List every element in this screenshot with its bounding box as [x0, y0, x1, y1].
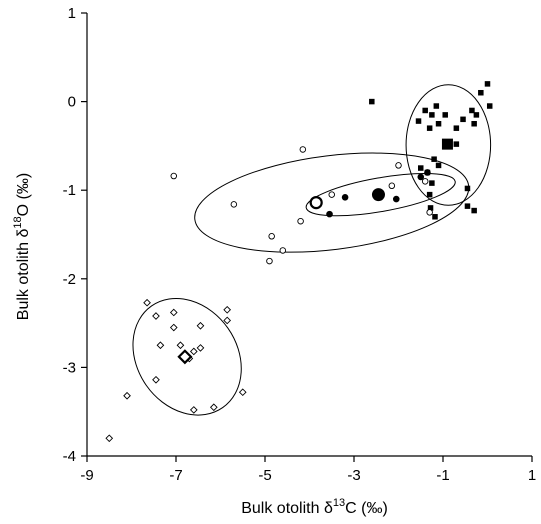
confidence-ellipses [132, 84, 492, 416]
open-circle-marker [328, 191, 336, 198]
y-axis-title: Bulk otolith δ18O (‰) [12, 173, 32, 320]
filled-circle-marker [326, 210, 333, 218]
mean-open-circle-marker [309, 196, 323, 210]
x-tick-label: -7 [169, 467, 182, 484]
filled-square-marker [426, 125, 433, 131]
open-circle-marker [170, 172, 178, 180]
filled-square-marker [433, 103, 440, 109]
filled-circle-marker [392, 195, 400, 203]
filled-circle-ellipse [305, 172, 456, 217]
open-diamond-marker [196, 321, 205, 330]
filled-circle-marker [417, 173, 425, 181]
filled-square-marker [473, 112, 480, 118]
x-axis-title: Bulk otolith δ13C (‰) [241, 497, 388, 517]
open-diamond-marker [238, 388, 247, 397]
filled-square-marker [464, 203, 471, 209]
filled-square-marker [453, 125, 460, 131]
open-circle-marker [266, 257, 273, 265]
open-circle-marker [421, 178, 429, 185]
x-tick-label: 1 [528, 467, 536, 484]
filled-square-ellipse [405, 84, 492, 206]
open-diamond-marker [223, 305, 232, 314]
open-diamond-marker [143, 298, 151, 307]
open-circle-marker [388, 182, 396, 190]
filled-square-marker [431, 156, 437, 162]
filled-circle-marker [424, 169, 431, 176]
filled-square-marker [369, 98, 375, 105]
open-diamond-marker [223, 316, 232, 325]
open-diamond-marker [189, 347, 198, 356]
y-tick-label: -3 [63, 359, 76, 376]
open-diamond-marker [105, 434, 114, 443]
filled-circle-marker [341, 193, 349, 201]
open-diamond-marker [123, 391, 131, 400]
filled-square-marker [429, 180, 435, 186]
mean-open-diamond-marker [177, 349, 193, 365]
open-circle-marker [395, 162, 402, 169]
filled-square-marker [435, 162, 442, 169]
filled-square-marker [422, 107, 428, 114]
open-diamond-marker [196, 344, 205, 352]
open-diamond-marker [152, 312, 160, 320]
open-circle-marker [230, 201, 238, 208]
open-diamond-marker [176, 341, 185, 350]
filled-square-marker [418, 165, 424, 171]
x-tick-label: -3 [347, 467, 360, 484]
axes: -9 -7 -5 -3 -1 1 1 0 -1 -2 -3 -4 [63, 5, 537, 484]
mean-filled-square-marker [441, 138, 453, 150]
open-diamond-marker [189, 406, 198, 414]
filled-square-marker [478, 89, 484, 96]
filled-square-marker [484, 81, 491, 87]
x-tick-label: -1 [436, 467, 449, 484]
open-diamond-ellipse [132, 297, 242, 416]
open-circle-marker [299, 146, 307, 153]
filled-square-marker [429, 112, 435, 118]
open-diamond-marker [169, 308, 178, 317]
mean-filled-circle-marker [371, 188, 385, 202]
filled-square-marker [453, 141, 460, 147]
filled-square-marker [435, 121, 442, 127]
x-tick-label: -9 [80, 467, 93, 484]
y-tick-label: 0 [68, 94, 76, 111]
filled-square-marker [426, 191, 433, 198]
open-circle-marker [279, 247, 287, 254]
open-diamond-marker [209, 403, 218, 412]
y-tick-label: -4 [63, 448, 76, 465]
open-circle-marker [268, 233, 275, 240]
open-diamond-marker [156, 341, 165, 350]
x-tick-label: -5 [258, 467, 271, 484]
filled-square-marker [464, 185, 471, 192]
open-diamond-marker [152, 375, 160, 384]
open-circle-marker [297, 217, 304, 225]
filled-square-marker [469, 107, 475, 114]
y-tick-label: -1 [63, 182, 76, 199]
open-diamond-marker [169, 323, 178, 332]
filled-square-marker [427, 205, 434, 211]
filled-square-marker [460, 116, 466, 123]
y-tick-label: 1 [68, 5, 76, 22]
filled-square-marker [415, 118, 422, 124]
open-circle-marker [426, 209, 433, 216]
filled-square-marker [432, 214, 438, 220]
data-points [105, 81, 493, 443]
filled-square-marker [442, 112, 448, 118]
filled-square-marker [486, 103, 493, 109]
filled-square-marker [471, 121, 477, 127]
y-tick-label: -2 [63, 271, 76, 288]
filled-square-marker [471, 207, 477, 214]
